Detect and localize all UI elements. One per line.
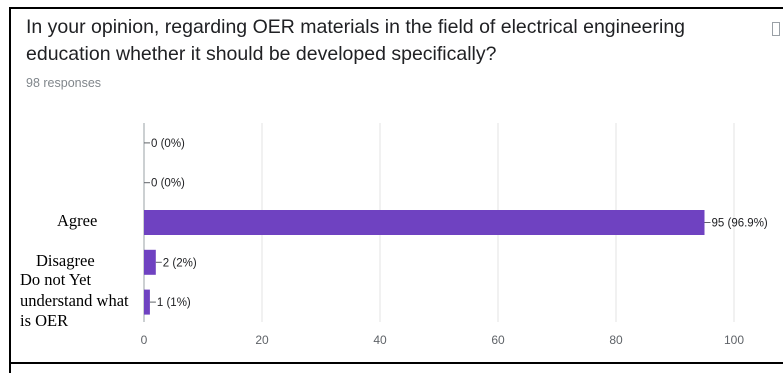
data-label-0: 0 (0%): [151, 138, 185, 150]
x-tick-label-80: 80: [609, 333, 623, 347]
data-label-3: 2 (2%): [163, 257, 197, 269]
data-label-4: 1 (1%): [157, 297, 191, 309]
copy-icon[interactable]: [772, 22, 780, 36]
category-label-oer: Do not Yet understand what is OER: [20, 270, 129, 330]
x-tick-label-20: 20: [255, 333, 269, 347]
bar-4: [144, 289, 150, 315]
x-tick-label-100: 100: [724, 333, 744, 347]
bar-3: [144, 249, 156, 275]
x-tick-label-0: 0: [141, 333, 148, 347]
x-tick-label-40: 40: [373, 333, 387, 347]
bottom-border: [9, 362, 783, 364]
bar-2: [144, 210, 705, 235]
category-label-agree: Agree: [57, 211, 98, 230]
question-title: In your opinion, regarding OER materials…: [26, 16, 686, 65]
chart-frame: [9, 7, 783, 373]
x-tick-label-60: 60: [491, 333, 505, 347]
response-count: 98 responses: [26, 76, 102, 90]
category-label-disagree: Disagree: [36, 251, 95, 270]
data-label-2: 95 (96.9%): [712, 218, 768, 230]
data-label-1: 0 (0%): [151, 178, 185, 190]
